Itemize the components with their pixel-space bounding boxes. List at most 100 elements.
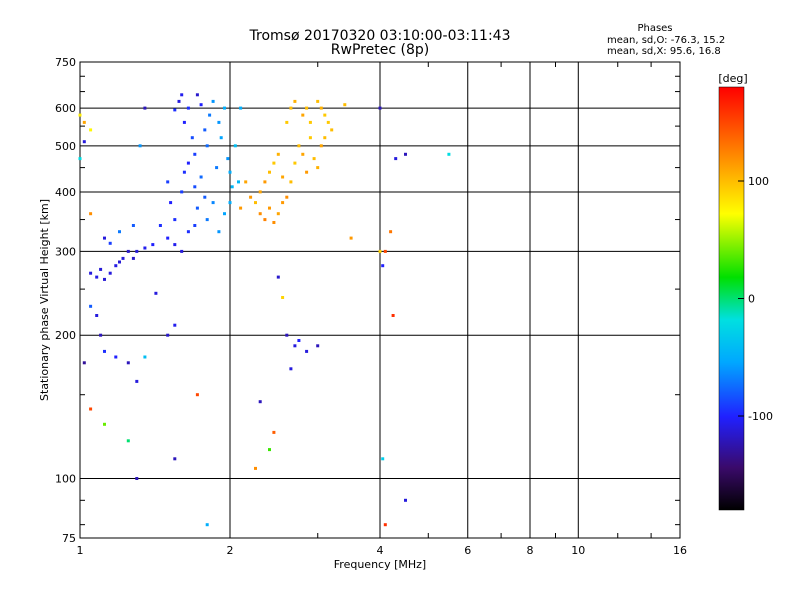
data-point [272,161,276,165]
data-point [208,113,212,117]
data-point [186,161,190,165]
data-point [193,185,197,189]
data-point [268,170,271,174]
data-point [121,256,125,260]
data-point [138,144,142,148]
data-point [166,180,170,184]
stats-o-line: mean, sd,O: -76.3, 15.2 [607,35,725,46]
data-point [285,195,289,199]
chart-title: Tromsø 20170320 03:10:00-03:11:43 [249,28,511,44]
data-point [180,93,184,97]
data-point [254,466,257,470]
colorbar-label: [deg] [718,72,747,85]
data-point [289,106,293,110]
data-point [383,523,387,527]
data-point [308,136,312,140]
data-point [272,430,276,434]
data-point [276,212,280,216]
data-point [326,120,330,124]
data-point [219,136,223,140]
data-point [95,314,99,317]
data-point [114,264,118,268]
data-point [126,361,130,365]
data-point [237,180,240,184]
data-point [305,170,309,174]
data-point [99,333,103,337]
data-point [203,195,207,199]
data-point [343,103,347,107]
data-point [389,230,393,234]
data-point [391,314,395,317]
data-point [205,523,209,527]
data-point [215,166,219,170]
y-tick-label: 100 [55,473,76,486]
data-point [276,152,280,156]
data-point [89,212,93,216]
data-point [180,190,184,194]
data-point [268,206,271,210]
data-point [211,99,215,103]
data-point [182,170,186,174]
y-tick-label: 750 [55,56,76,69]
data-point [143,106,147,110]
data-point [126,439,130,443]
data-point [195,206,199,210]
data-point [285,120,289,124]
data-point [305,106,309,110]
data-point [263,218,267,222]
data-point [330,128,334,132]
data-point [228,170,232,174]
data-point [381,457,385,461]
data-point [108,241,112,245]
data-point [272,221,276,224]
data-point [135,249,139,253]
data-point [193,224,197,227]
data-point [203,128,207,132]
data-point [281,175,285,179]
data-point [158,224,162,227]
data-point [173,218,177,222]
data-point [297,144,301,148]
data-point [89,271,93,275]
y-tick-label: 600 [55,102,76,115]
data-point [95,275,99,279]
x-tick-label: 6 [464,544,471,557]
data-point [223,106,226,110]
data-point [131,256,135,260]
data-point [173,323,177,327]
data-point [228,201,232,205]
data-point [378,106,382,110]
data-point [289,367,293,371]
data-point [193,152,197,156]
data-point [118,260,121,264]
x-tick-label: 16 [673,544,687,557]
data-point [131,224,135,227]
data-point [103,277,106,281]
data-point [190,136,194,140]
data-point [135,477,139,480]
y-tick-label: 500 [55,140,76,153]
data-point [230,185,234,189]
data-point [404,152,407,156]
data-point [211,201,215,205]
x-tick-labels: 1 2 4 6 8 10 16 [77,544,688,557]
data-point [308,120,312,124]
data-point [281,296,285,299]
data-point [258,190,262,194]
data-point [301,152,305,156]
data-point [186,106,190,110]
y-tick-labels: 75 100 200 300 400 500 600 750 [55,56,76,545]
data-point [239,206,243,210]
x-tick-label: 4 [377,544,384,557]
data-point [297,339,301,342]
data-point [195,393,199,397]
data-point [285,333,289,337]
x-axis-title: Frequency [MHz] [334,558,426,571]
data-point [447,152,451,156]
data-point [293,344,297,348]
data-point [169,201,173,205]
data-point [89,407,93,411]
data-point [383,249,387,253]
grid-lines [80,62,680,538]
